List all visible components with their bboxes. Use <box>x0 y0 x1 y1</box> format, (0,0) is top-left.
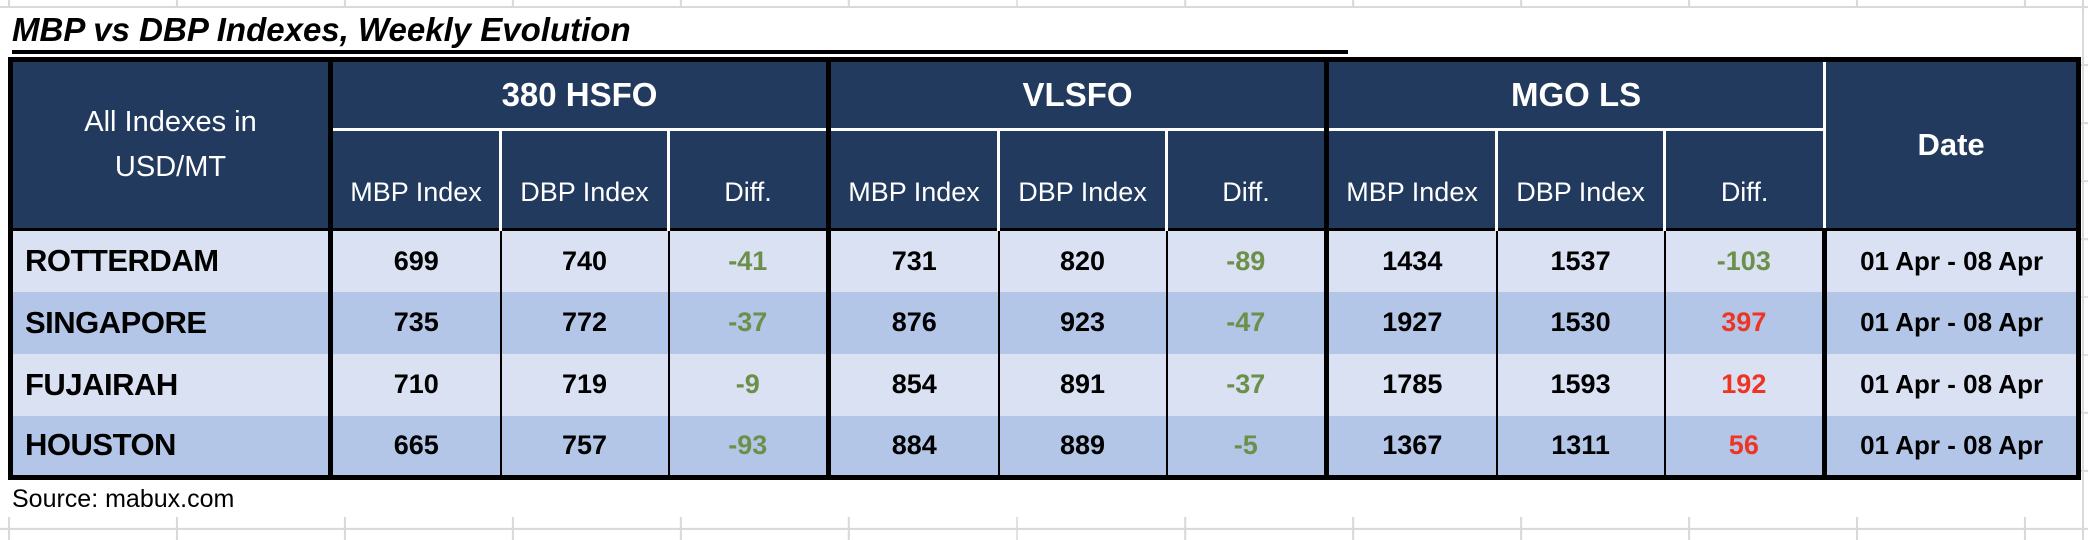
port-name: SINGAPORE <box>25 304 207 340</box>
mgo-mbp-value: 1434 <box>1324 228 1497 292</box>
hsfo-dbp-value: 757 <box>499 415 669 478</box>
subheader-mgo-mbp-index: MBP Index <box>1324 129 1497 230</box>
port-name: HOUSTON <box>25 427 176 463</box>
vlsfo-dbp-value: 889 <box>997 415 1167 478</box>
group-header-380-hsfo: 380 HSFO <box>327 59 829 131</box>
title-block: MBP vs DBP Indexes, Weekly Evolution <box>0 8 2080 54</box>
hsfo-dbp-value: 772 <box>499 291 669 354</box>
title-underline <box>12 50 1348 54</box>
vlsfo-mbp-value: 731 <box>826 228 999 292</box>
subheader-hsfo-dbp-index: DBP Index <box>499 129 669 230</box>
table-row-singapore: SINGAPORE 735 772 -37 876 923 -47 1927 1… <box>10 291 2079 354</box>
mgo-diff-value: 56 <box>1663 415 1825 478</box>
date-column-header: Date <box>1823 59 2079 230</box>
group-header-vlsfo: VLSFO <box>826 59 1327 131</box>
vlsfo-diff-value: -89 <box>1165 228 1327 292</box>
vlsfo-diff-value: -5 <box>1165 415 1327 478</box>
hsfo-mbp-value: 735 <box>328 291 501 354</box>
vlsfo-mbp-value: 854 <box>826 353 999 416</box>
page-title: MBP vs DBP Indexes, Weekly Evolution <box>12 11 631 48</box>
mgo-dbp-value: 1530 <box>1495 291 1665 354</box>
hsfo-dbp-value: 719 <box>499 353 669 416</box>
hsfo-mbp-value: 699 <box>328 228 501 292</box>
subheader-vlsfo-diff: Diff. <box>1165 129 1327 230</box>
table-row-fujairah: FUJAIRAH 710 719 -9 854 891 -37 1785 159… <box>10 353 2079 416</box>
date-range-value: 01 Apr - 08 Apr <box>1822 291 2079 354</box>
hsfo-diff-value: -41 <box>667 228 829 292</box>
corner-header-line2: USD/MT <box>114 151 227 183</box>
hsfo-diff-value: -93 <box>667 415 829 478</box>
mgo-dbp-value: 1311 <box>1495 415 1665 478</box>
hsfo-mbp-value: 665 <box>328 415 501 478</box>
vlsfo-diff-value: -47 <box>1165 291 1327 354</box>
port-name: FUJAIRAH <box>25 366 178 402</box>
mgo-dbp-value: 1537 <box>1495 228 1665 292</box>
vlsfo-diff-value: -37 <box>1165 353 1327 416</box>
mgo-diff-value: 192 <box>1663 353 1825 416</box>
hsfo-mbp-value: 710 <box>328 353 501 416</box>
hsfo-dbp-value: 740 <box>499 228 669 292</box>
subheader-vlsfo-mbp-index: MBP Index <box>826 129 999 230</box>
table-row-rotterdam: ROTTERDAM 699 740 -41 731 820 -89 1434 1… <box>10 228 2079 292</box>
mgo-mbp-value: 1785 <box>1324 353 1497 416</box>
vlsfo-dbp-value: 820 <box>997 228 1167 292</box>
spreadsheet-gridline-right <box>2082 0 2084 540</box>
source-block: Source: mabux.com <box>0 480 2080 517</box>
subheader-hsfo-diff: Diff. <box>666 129 829 230</box>
table-row-houston: HOUSTON 665 757 -93 884 889 -5 1367 1311… <box>10 415 2079 478</box>
sub-header-row: MBP Index DBP Index Diff. MBP Index DBP … <box>11 129 2079 230</box>
vlsfo-dbp-value: 923 <box>997 291 1167 354</box>
subheader-mgo-dbp-index: DBP Index <box>1495 129 1665 230</box>
mgo-diff-value: 397 <box>1663 291 1825 354</box>
source-note: Source: mabux.com <box>12 485 235 513</box>
mgo-mbp-value: 1367 <box>1324 415 1497 478</box>
vlsfo-dbp-value: 891 <box>997 353 1167 416</box>
group-header-mgo-ls: MGO LS <box>1324 59 1825 131</box>
corner-header-all-indexes: All Indexes in USD/MT <box>10 59 331 230</box>
subheader-hsfo-mbp-index: MBP Index <box>328 129 501 230</box>
indexes-table: All Indexes in USD/MT 380 HSFO VLSFO MGO… <box>8 57 2082 480</box>
port-name: ROTTERDAM <box>10 228 331 292</box>
vlsfo-mbp-value: 876 <box>826 291 999 354</box>
date-range-value: 01 Apr - 08 Apr <box>1822 415 2079 478</box>
mgo-dbp-value: 1593 <box>1495 353 1665 416</box>
subheader-vlsfo-dbp-index: DBP Index <box>997 129 1167 230</box>
corner-header-line1: All Indexes in <box>84 106 257 139</box>
group-header-row: All Indexes in USD/MT 380 HSFO VLSFO MGO… <box>10 59 2079 230</box>
report-sheet: MBP vs DBP Indexes, Weekly Evolution All… <box>0 8 2082 517</box>
hsfo-diff-value: -37 <box>667 291 829 354</box>
mgo-mbp-value: 1927 <box>1324 291 1497 354</box>
date-range-value: 01 Apr - 08 Apr <box>1822 228 2079 292</box>
vlsfo-mbp-value: 884 <box>826 415 999 478</box>
mgo-diff-value: -103 <box>1663 228 1825 292</box>
hsfo-diff-value: -9 <box>667 353 829 416</box>
date-range-value: 01 Apr - 08 Apr <box>1822 353 2079 416</box>
subheader-mgo-diff: Diff. <box>1663 129 1825 230</box>
